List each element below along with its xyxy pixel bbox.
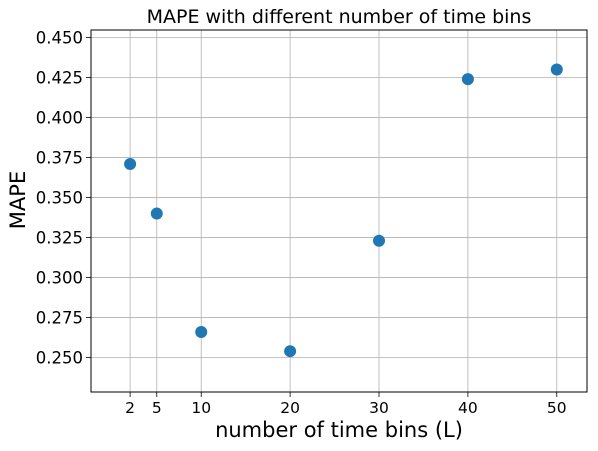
x-tick-label: 50 [547, 399, 567, 417]
x-tick-label: 10 [191, 399, 211, 417]
y-tick-label: 0.300 [36, 269, 83, 288]
y-tick-label: 0.450 [36, 29, 83, 48]
y-tick-label: 0.400 [36, 109, 83, 128]
x-tick-label: 30 [369, 399, 389, 417]
y-tick-label: 0.325 [36, 229, 83, 248]
y-tick-label: 0.375 [36, 149, 83, 168]
y-tick-label: 0.250 [36, 349, 83, 368]
y-axis-label: MAPE [6, 171, 30, 229]
x-tick-label: 20 [280, 399, 300, 417]
scatter-point [461, 73, 474, 86]
y-axis-ticks: 0.250 0.275 0.300 0.325 0.350 0.375 0.400 0.425… [36, 29, 91, 368]
plot-frame [90, 29, 588, 393]
scatter-point [373, 234, 385, 247]
x-tick-label: 40 [458, 399, 478, 417]
x-axis-label: number of time bins (L) [215, 418, 463, 442]
scatter-point [124, 157, 137, 170]
chart-title: MAPE with different number of time bins [147, 6, 532, 28]
scatter-point [150, 207, 163, 220]
y-tick-label: 0.350 [36, 189, 83, 208]
y-tick-label: 0.275 [36, 309, 83, 328]
scatter-point [284, 345, 297, 358]
scatter-point [550, 63, 563, 76]
data-points [124, 63, 563, 358]
scatter-point [195, 325, 208, 338]
grid [91, 30, 587, 392]
x-axis-ticks: 2 5 10 20 30 40 50 [125, 392, 567, 417]
x-tick-label: 2 [125, 399, 135, 417]
x-tick-label: 5 [152, 399, 162, 417]
y-tick-label: 0.425 [36, 69, 83, 88]
